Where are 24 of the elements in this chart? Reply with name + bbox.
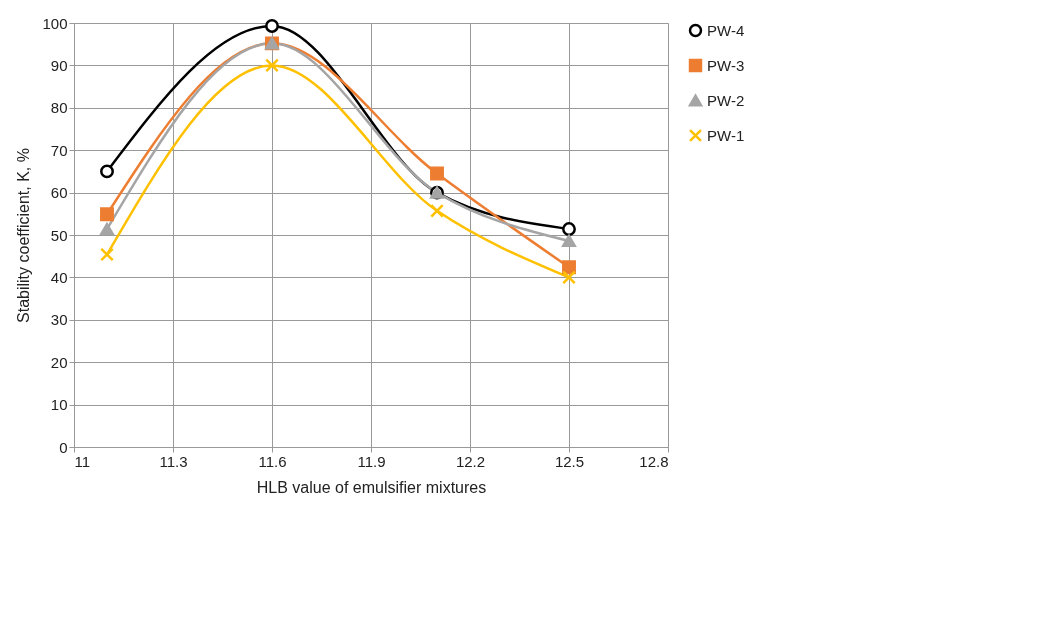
y-tick-label: 60 bbox=[50, 184, 68, 202]
x-tick-label: 12.2 bbox=[455, 452, 486, 470]
y-tick-label: 0 bbox=[59, 438, 68, 456]
x-tick-label: 11 bbox=[74, 452, 91, 470]
legend-label: PW-4 bbox=[707, 21, 745, 39]
y-axis-title: Stability coefficient, K, % bbox=[15, 148, 33, 323]
x-tick-label: 11.6 bbox=[258, 452, 287, 470]
x-tick-label: 12.5 bbox=[554, 452, 585, 470]
y-tick-label: 50 bbox=[50, 226, 68, 244]
y-tick-label: 40 bbox=[50, 268, 68, 286]
y-tick-label: 70 bbox=[50, 141, 68, 159]
legend-label: PW-1 bbox=[707, 126, 745, 144]
x-tick-label: 11.3 bbox=[159, 452, 188, 470]
y-tick-label: 30 bbox=[50, 311, 68, 329]
y-tick-label: 10 bbox=[50, 396, 68, 414]
legend-label: PW-3 bbox=[707, 56, 745, 74]
legend-label: PW-2 bbox=[707, 91, 745, 109]
x-tick-label: 11.9 bbox=[357, 452, 386, 470]
x-axis-title: HLB value of emulsifier mixtures bbox=[256, 478, 487, 496]
y-tick-label: 80 bbox=[50, 99, 68, 117]
y-tick-label: 20 bbox=[50, 353, 68, 371]
x-tick-label: 12.8 bbox=[639, 452, 669, 470]
y-tick-label: 100 bbox=[42, 14, 68, 32]
y-tick-label: 90 bbox=[50, 56, 68, 74]
